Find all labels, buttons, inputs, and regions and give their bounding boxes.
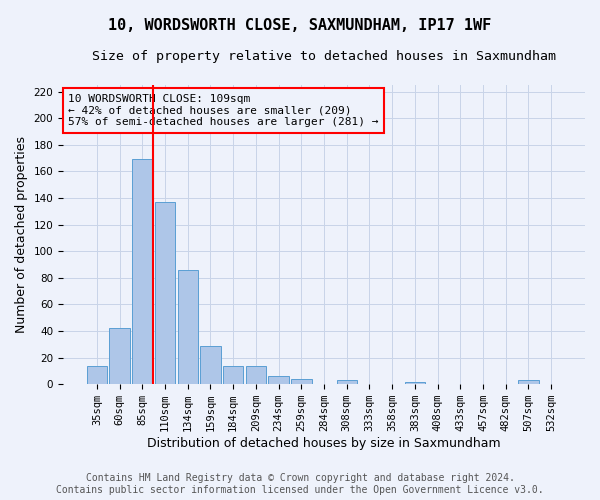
Bar xyxy=(178,270,198,384)
Bar xyxy=(109,328,130,384)
Text: 10 WORDSWORTH CLOSE: 109sqm
← 42% of detached houses are smaller (209)
57% of se: 10 WORDSWORTH CLOSE: 109sqm ← 42% of det… xyxy=(68,94,379,127)
Bar xyxy=(268,376,289,384)
Bar xyxy=(223,366,244,384)
Bar xyxy=(245,366,266,384)
Text: 10, WORDSWORTH CLOSE, SAXMUNDHAM, IP17 1WF: 10, WORDSWORTH CLOSE, SAXMUNDHAM, IP17 1… xyxy=(109,18,491,32)
Bar xyxy=(518,380,539,384)
Bar xyxy=(291,379,311,384)
Title: Size of property relative to detached houses in Saxmundham: Size of property relative to detached ho… xyxy=(92,50,556,63)
Bar xyxy=(337,380,357,384)
Bar xyxy=(155,202,175,384)
Text: Contains HM Land Registry data © Crown copyright and database right 2024.
Contai: Contains HM Land Registry data © Crown c… xyxy=(56,474,544,495)
Bar xyxy=(132,160,152,384)
Bar xyxy=(87,366,107,384)
Bar xyxy=(200,346,221,384)
Bar xyxy=(404,382,425,384)
X-axis label: Distribution of detached houses by size in Saxmundham: Distribution of detached houses by size … xyxy=(147,437,501,450)
Y-axis label: Number of detached properties: Number of detached properties xyxy=(15,136,28,333)
